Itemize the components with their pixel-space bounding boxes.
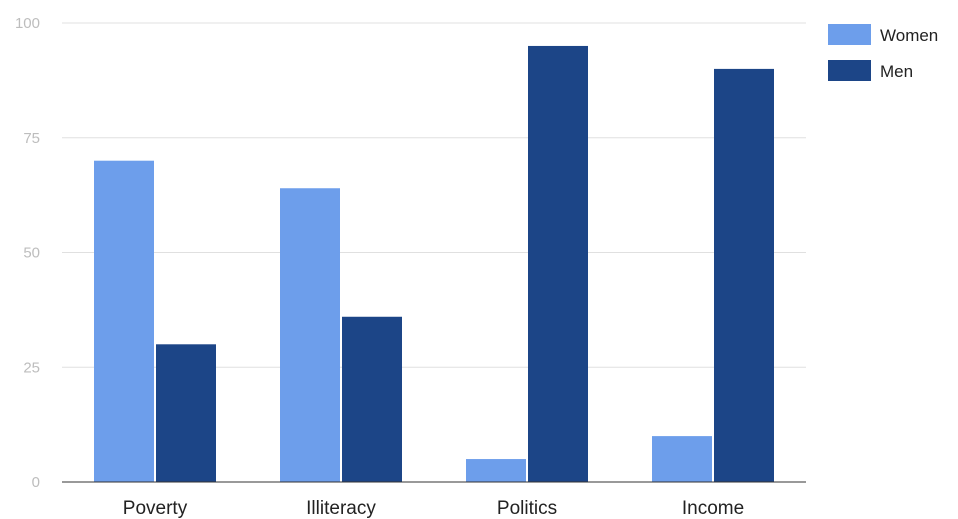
bar-women-illiteracy [280,188,340,483]
bar-women-politics [466,459,526,482]
bar-men-income [714,68,774,483]
bar-women-income [652,436,712,482]
y-tick-label: 75 [23,130,40,147]
legend: Women Men [828,24,938,81]
y-axis-ticks: 0 25 50 75 100 [15,15,40,491]
legend-swatch-men [828,60,871,81]
gridlines [62,22,806,368]
x-category-label: Income [682,498,744,519]
bars [94,45,774,483]
legend-label-men: Men [880,62,913,81]
y-tick-label: 0 [32,474,40,491]
bar-men-politics [528,45,588,482]
bar-women-poverty [94,160,154,482]
x-category-label: Poverty [123,498,188,519]
bar-men-poverty [156,344,216,482]
y-tick-label: 25 [23,359,40,376]
bar-men-illiteracy [342,316,402,482]
legend-swatch-women [828,24,871,45]
y-tick-label: 50 [23,245,40,262]
x-category-label: Illiteracy [306,498,376,519]
legend-label-women: Women [880,26,938,45]
y-tick-label: 100 [15,15,40,32]
x-axis-categories: Poverty Illiteracy Politics Income [123,498,744,519]
x-category-label: Politics [497,498,557,519]
